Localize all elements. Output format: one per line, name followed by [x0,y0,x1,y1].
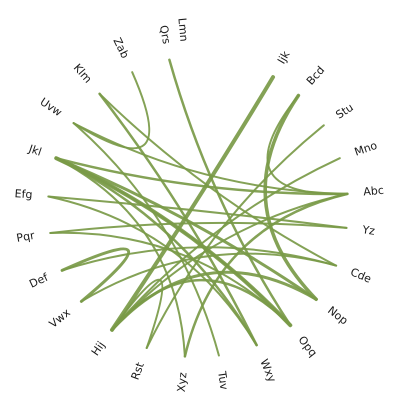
edge-tuv-uvw [72,122,220,357]
node-label-hij: Hij [89,339,108,358]
node-label-uvw: Uvw [38,95,65,119]
node-label-def: Def [27,270,51,290]
node-label-qrs: Qrs [157,24,173,45]
node-label-nop: Nop [325,304,350,328]
edge-jkl-nop [54,156,318,301]
node-label-jkl: Jkl [26,142,43,159]
edge-yz-pqr [49,221,348,234]
edge-zab-uvw [72,71,151,150]
node-label-abc: Abc [363,184,385,199]
node-label-xyz: Xyz [175,372,190,393]
edge-hij-abc [111,192,349,331]
node-label-vwx: Vwx [47,306,73,331]
edge-wxy-efg [47,195,258,347]
edge-jkl-abc [54,156,349,196]
node-label-lmn: Lmn [175,17,190,42]
node-label-efg: Efg [14,187,33,201]
edge-ijk-hij [110,75,275,332]
edge-klm-cde [98,92,338,267]
node-label-tuv: Tuv [215,369,231,391]
edge-bcd-nop [263,93,318,302]
node-label-stu: Stu [333,101,355,122]
node-label-pqr: Pqr [15,229,36,245]
edge-vwx-def [60,247,130,303]
edge-opq-pqr [49,231,292,327]
node-label-bcd: Bcd [304,64,327,88]
node-label-zab: Zab [110,36,131,61]
edge-xyz-jkl [55,157,186,358]
edge-rst-hij [111,278,164,349]
edge-opq-jkl [55,157,292,327]
edge-layer [47,58,349,358]
node-label-yz: Yz [361,223,376,238]
node-label-cde: Cde [348,265,373,285]
edge-klm-wxy [98,92,258,347]
node-label-ijk: Ijk [275,48,293,66]
edge-vwx-cde [80,252,338,303]
edge-abc-bcd [266,94,349,195]
edge-mno-hij [111,157,341,331]
edge-abc-xyz [183,192,349,358]
edge-jkl-wxy [54,156,258,347]
node-label-wxy: Wxy [257,357,278,385]
node-label-klm: Klm [71,61,95,85]
edge-yz-efg [47,195,348,229]
node-label-opq: Opq [295,333,319,359]
node-label-mno: Mno [353,139,379,159]
node-label-rst: Rst [129,360,148,382]
edge-qrs-opq [168,58,292,327]
